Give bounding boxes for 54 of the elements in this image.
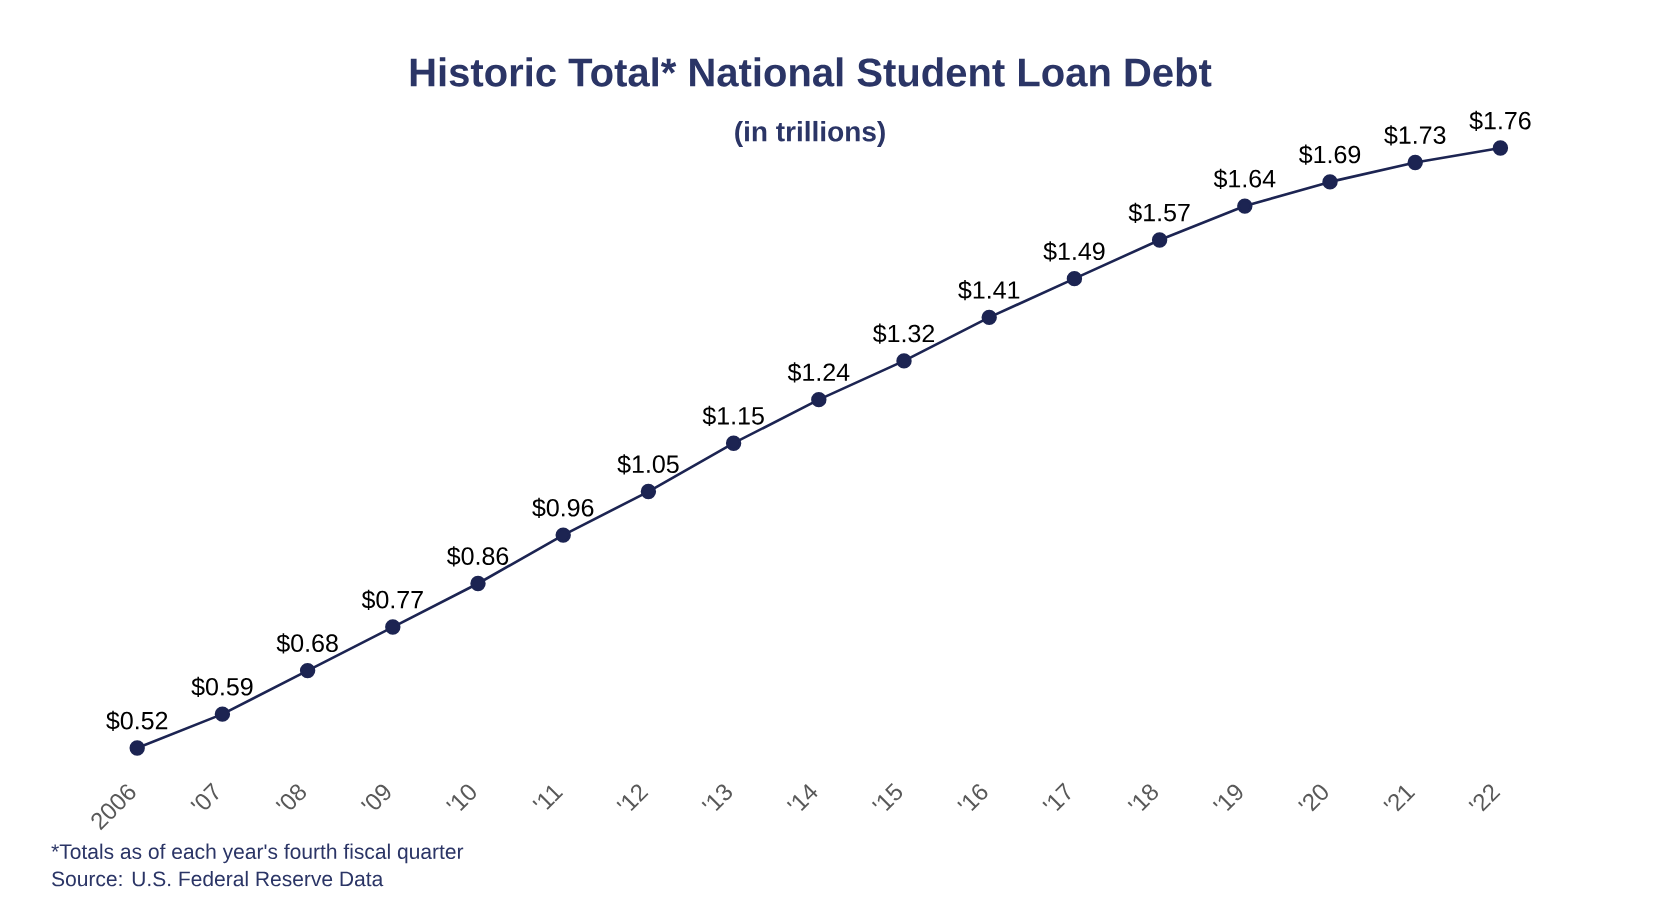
data-label: $1.32 xyxy=(873,323,935,344)
data-label: $0.52 xyxy=(106,710,168,731)
x-tick-label: '21 xyxy=(1383,785,1416,812)
point xyxy=(896,353,912,369)
x-tick-label: '12 xyxy=(616,784,649,812)
x-tick-label: '15 xyxy=(871,783,903,811)
data-label: $1.64 xyxy=(1213,168,1276,190)
point xyxy=(1322,174,1338,190)
point xyxy=(385,619,401,635)
data-label: $1.05 xyxy=(617,454,679,475)
x-tick-label: '13 xyxy=(701,784,732,812)
point xyxy=(1151,232,1168,248)
chart-title: Historic Total* National Student Loan Debt xyxy=(410,57,1212,87)
x-tick-label: '10 xyxy=(445,784,476,812)
point xyxy=(129,740,145,756)
data-label: $1.24 xyxy=(787,362,850,383)
x-tick-label: '17 xyxy=(1042,782,1071,812)
point xyxy=(299,662,316,679)
data-label: $0.59 xyxy=(191,676,253,698)
data-label: $1.57 xyxy=(1128,202,1190,223)
point xyxy=(981,309,997,326)
data-label: $0.77 xyxy=(361,589,423,610)
data-label: $0.68 xyxy=(276,633,338,654)
point xyxy=(725,435,742,451)
x-tick-label: '16 xyxy=(957,784,988,812)
data-label: $1.73 xyxy=(1384,125,1446,146)
x-tick-label: '18 xyxy=(1127,784,1158,812)
data-label: $0.96 xyxy=(532,497,594,519)
point xyxy=(1492,140,1509,156)
point xyxy=(640,483,657,500)
data-label: $0.86 xyxy=(447,546,509,567)
point xyxy=(1237,198,1253,214)
data-label: $1.49 xyxy=(1043,241,1105,262)
text: *Totals as of each year's fourth fiscal quarter xyxy=(51,843,464,864)
point xyxy=(811,391,827,408)
x-tick-label: '22 xyxy=(1468,784,1501,812)
point xyxy=(214,706,231,722)
data-label: $1.76 xyxy=(1469,110,1531,131)
data-label: $1.15 xyxy=(702,405,764,427)
data-label: $1.41 xyxy=(958,280,1020,301)
point xyxy=(555,527,571,543)
x-tick-label: '11 xyxy=(532,785,564,810)
x-tick-label: '19 xyxy=(1212,784,1243,812)
x-tick-label: '14 xyxy=(786,783,818,812)
point xyxy=(470,575,486,592)
x-tick-label: '20 xyxy=(1297,784,1328,812)
x-tick-label: '07 xyxy=(190,782,219,810)
source-note: Source: U.S. Federal Reserve Data xyxy=(52,870,384,887)
point xyxy=(1407,154,1423,171)
chart-subtitle: (in trillions) xyxy=(735,120,885,148)
data-label: $1.69 xyxy=(1299,144,1361,165)
x-tick-label: '08 xyxy=(275,784,306,810)
x-tick-label: '09 xyxy=(360,784,391,810)
point xyxy=(1066,270,1083,287)
